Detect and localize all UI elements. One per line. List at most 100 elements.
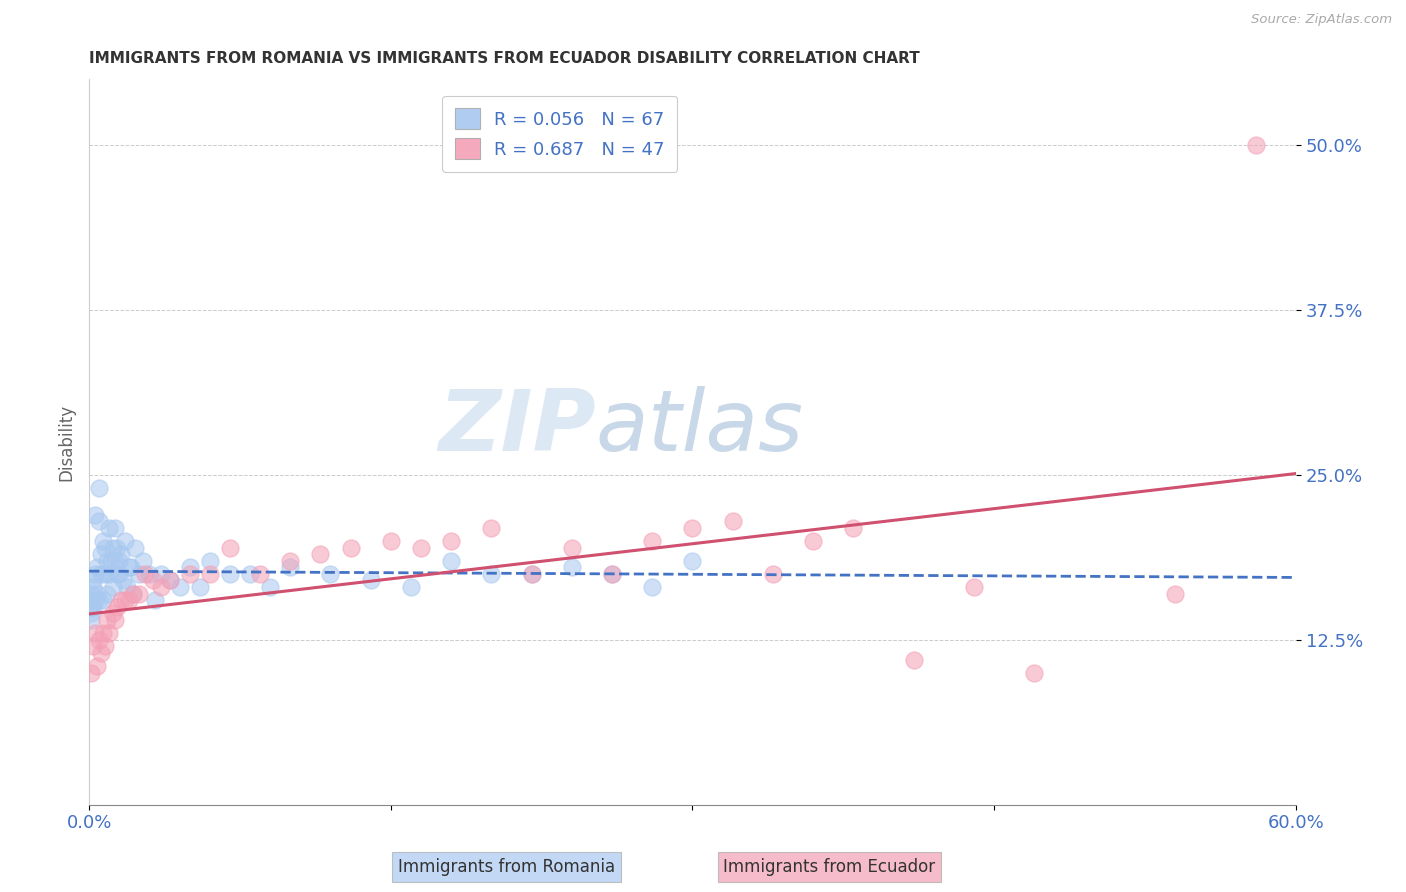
Point: [112, 574, 135, 588]
Point: [103, 541, 125, 555]
Point: [110, 547, 132, 561]
Point: [440, 533, 463, 548]
Point: [82, 599, 104, 614]
Point: [1024, 665, 1046, 680]
Point: [80, 593, 103, 607]
Point: [198, 566, 221, 581]
Point: [108, 566, 131, 581]
Point: [80, 607, 103, 621]
Y-axis label: Disability: Disability: [58, 403, 75, 481]
Point: [105, 566, 128, 581]
Text: Source: ZipAtlas.com: Source: ZipAtlas.com: [1251, 13, 1392, 27]
Point: [399, 580, 422, 594]
Point: [84, 508, 107, 522]
Point: [339, 541, 361, 555]
Text: Immigrants from Ecuador: Immigrants from Ecuador: [724, 858, 935, 876]
Point: [218, 541, 240, 555]
Point: [84, 566, 107, 581]
Point: [641, 580, 664, 594]
Point: [479, 566, 502, 581]
Point: [91, 533, 114, 548]
Point: [142, 574, 165, 588]
Text: IMMIGRANTS FROM ROMANIA VS IMMIGRANTS FROM ECUADOR DISABILITY CORRELATION CHART: IMMIGRANTS FROM ROMANIA VS IMMIGRANTS FR…: [89, 51, 920, 66]
Point: [96, 613, 118, 627]
Point: [96, 587, 118, 601]
Point: [80, 587, 103, 601]
Point: [96, 554, 118, 568]
Point: [150, 566, 173, 581]
Point: [94, 640, 117, 654]
Point: [114, 593, 136, 607]
Point: [198, 554, 221, 568]
Point: [104, 613, 127, 627]
Point: [124, 541, 146, 555]
Point: [98, 626, 121, 640]
Point: [90, 646, 112, 660]
Point: [479, 521, 502, 535]
Point: [150, 580, 173, 594]
Point: [89, 514, 111, 528]
Point: [98, 566, 121, 581]
Point: [1164, 587, 1187, 601]
Point: [218, 566, 240, 581]
Point: [128, 587, 150, 601]
Point: [91, 626, 114, 640]
Point: [681, 521, 703, 535]
Point: [90, 566, 112, 581]
Legend: R = 0.056   N = 67, R = 0.687   N = 47: R = 0.056 N = 67, R = 0.687 N = 47: [441, 95, 678, 171]
Point: [82, 640, 104, 654]
Text: Immigrants from Romania: Immigrants from Romania: [398, 858, 614, 876]
Point: [84, 593, 107, 607]
Point: [105, 599, 128, 614]
Point: [118, 560, 141, 574]
Point: [188, 580, 211, 594]
Point: [520, 566, 543, 581]
Point: [132, 554, 155, 568]
Point: [360, 574, 382, 588]
Point: [520, 566, 543, 581]
Point: [89, 632, 111, 647]
Point: [145, 593, 167, 607]
Point: [259, 580, 281, 594]
Point: [801, 533, 824, 548]
Point: [86, 659, 108, 673]
Point: [963, 580, 986, 594]
Point: [122, 587, 145, 601]
Point: [82, 574, 104, 588]
Point: [600, 566, 623, 581]
Point: [380, 533, 402, 548]
Point: [90, 547, 112, 561]
Point: [319, 566, 342, 581]
Point: [409, 541, 432, 555]
Point: [105, 541, 128, 555]
Point: [561, 560, 583, 574]
Point: [762, 566, 785, 581]
Point: [122, 587, 145, 601]
Point: [249, 566, 271, 581]
Point: [104, 521, 127, 535]
Point: [1244, 138, 1267, 153]
Point: [278, 554, 301, 568]
Point: [82, 580, 104, 594]
Point: [278, 560, 301, 574]
Point: [86, 587, 108, 601]
Point: [681, 554, 703, 568]
Point: [169, 580, 191, 594]
Point: [159, 574, 181, 588]
Point: [239, 566, 262, 581]
Point: [108, 554, 131, 568]
Point: [91, 593, 114, 607]
Point: [179, 566, 201, 581]
Point: [80, 613, 103, 627]
Point: [84, 626, 107, 640]
Point: [721, 514, 744, 528]
Point: [134, 566, 156, 581]
Point: [94, 541, 117, 555]
Point: [80, 665, 103, 680]
Point: [120, 560, 142, 574]
Point: [309, 547, 332, 561]
Point: [641, 533, 664, 548]
Point: [600, 566, 623, 581]
Point: [440, 554, 463, 568]
Point: [138, 566, 160, 581]
